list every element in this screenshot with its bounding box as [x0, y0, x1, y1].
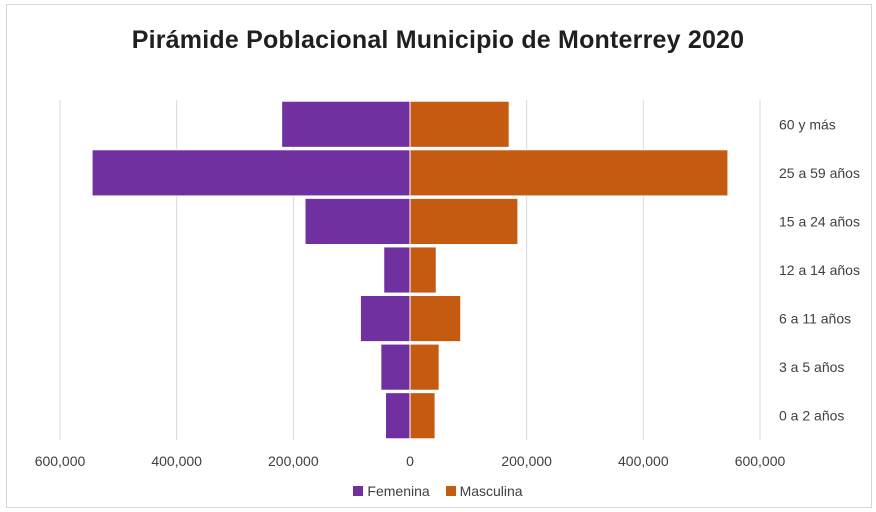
bar-masculina-4 — [409, 295, 462, 343]
legend: Femenina Masculina — [0, 483, 876, 499]
x-tick-label-1: 400,000 — [151, 453, 202, 469]
bar-masculina-5 — [409, 343, 440, 391]
bar-masculina-1 — [409, 149, 729, 197]
bar-masculina-2 — [409, 197, 519, 246]
category-label-0: 60 y más — [779, 116, 836, 132]
bar-femenina-1 — [91, 149, 411, 197]
x-tick-label-4: 200,000 — [501, 453, 552, 469]
bar-femenina-2 — [304, 197, 411, 246]
legend-item-masculina: Masculina — [445, 483, 523, 499]
legend-swatch-masculina — [445, 486, 456, 496]
bar-femenina-4 — [359, 295, 411, 343]
category-label-5: 3 a 5 años — [779, 359, 844, 375]
bar-masculina-6 — [409, 392, 436, 440]
legend-swatch-femenina — [353, 486, 364, 496]
category-label-6: 0 a 2 años — [779, 408, 844, 424]
x-axis-ticks: 600,000 400,000 200,000 0 200,000 400,000 600,… — [35, 453, 786, 469]
bar-femenina-3 — [383, 246, 411, 294]
category-labels: 60 y más 25 a 59 años 15 a 24 años 12 a 14 … — [779, 116, 860, 423]
chart-frame — [6, 4, 872, 508]
bar-femenina-6 — [385, 392, 411, 440]
x-tick-label-3: 0 — [406, 453, 414, 469]
bar-femenina-5 — [380, 343, 411, 391]
legend-item-femenina: Femenina — [353, 483, 430, 499]
x-tick-label-6: 600,000 — [735, 453, 786, 469]
legend-label-femenina: Femenina — [367, 483, 430, 499]
category-label-2: 15 a 24 años — [779, 213, 860, 229]
bars — [91, 100, 729, 440]
x-tick-label-2: 200,000 — [268, 453, 319, 469]
bar-masculina-3 — [409, 246, 437, 294]
category-label-4: 6 a 11 años — [779, 311, 851, 327]
category-label-1: 25 a 59 años — [779, 165, 860, 181]
bar-masculina-0 — [409, 100, 510, 148]
category-label-3: 12 a 14 años — [779, 262, 860, 278]
x-tick-label-5: 400,000 — [618, 453, 669, 469]
legend-label-masculina: Masculina — [459, 483, 523, 499]
x-tick-label-0: 600,000 — [35, 453, 86, 469]
chart-title: Pirámide Poblacional Municipio de Monter… — [131, 26, 745, 54]
bar-femenina-0 — [281, 100, 411, 148]
